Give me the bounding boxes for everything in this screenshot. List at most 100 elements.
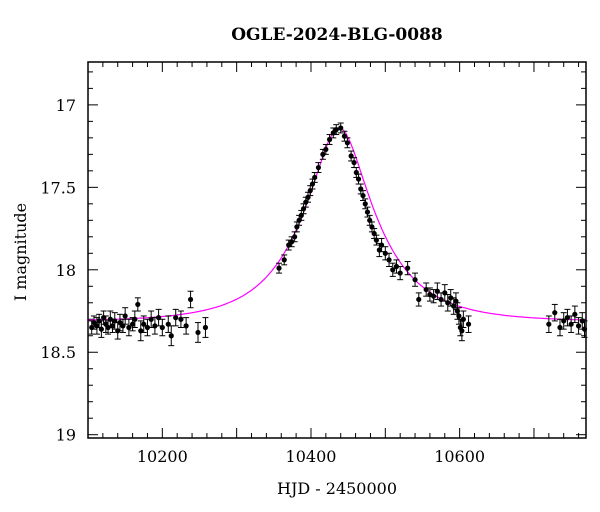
point-marker: [393, 263, 400, 270]
data-point: [333, 124, 340, 136]
point-marker: [178, 316, 184, 322]
data-point: [168, 325, 175, 347]
data-point: [415, 292, 422, 307]
point-marker: [91, 319, 97, 326]
point-marker: [456, 313, 462, 319]
point-marker: [445, 300, 451, 306]
point-marker: [355, 176, 362, 182]
point-marker: [344, 140, 351, 146]
x-axis-label: HJD - 2450000: [277, 479, 397, 498]
point-marker: [135, 301, 141, 308]
point-marker: [351, 159, 357, 166]
data-point: [140, 315, 147, 333]
point-marker: [122, 313, 128, 319]
point-marker: [183, 323, 189, 329]
x-tick-label: 10600: [434, 447, 485, 466]
data-point: [276, 262, 283, 274]
point-marker: [405, 265, 411, 271]
point-marker: [459, 328, 465, 334]
data-point: [309, 178, 316, 190]
data-point: [386, 252, 393, 267]
point-marker: [315, 164, 322, 171]
data-point: [183, 317, 190, 335]
point-marker: [546, 321, 552, 327]
y-tick-label: 18: [56, 261, 76, 280]
point-marker: [144, 324, 151, 331]
tick-labels: 10200 10400 10600 17 17.5 18 18.5 19: [40, 96, 485, 466]
data-point: [315, 162, 322, 173]
point-marker: [195, 329, 201, 336]
point-marker: [373, 237, 379, 243]
data-point: [423, 282, 430, 297]
point-marker: [390, 267, 396, 273]
data-point: [571, 305, 578, 324]
plot-area: 10200 10400 10600 17 17.5 18 18.5 19: [40, 61, 588, 466]
data-point: [177, 310, 184, 329]
data-point: [412, 272, 419, 287]
data-point: [551, 303, 558, 322]
point-marker: [281, 257, 287, 263]
data-point: [155, 308, 162, 327]
plot-frame: [87, 61, 587, 439]
data-point: [134, 297, 141, 312]
point-marker: [159, 324, 165, 331]
data-point: [151, 317, 158, 335]
x-tick-label: 10400: [286, 447, 337, 466]
data-point: [344, 137, 351, 149]
data-point: [125, 318, 132, 337]
data-point: [575, 317, 582, 335]
data-point: [202, 317, 209, 338]
point-marker: [575, 323, 582, 329]
point-marker: [333, 127, 339, 133]
point-marker: [561, 318, 567, 324]
point-marker: [168, 333, 174, 339]
chart-title: OGLE-2024-BLG-0088: [231, 25, 443, 45]
y-axis-label: I magnitude: [11, 203, 30, 301]
point-marker: [397, 270, 403, 276]
point-marker: [572, 311, 578, 317]
data-point: [397, 265, 404, 281]
data-points: [88, 122, 588, 347]
point-marker: [292, 234, 298, 240]
data-point: [322, 143, 329, 155]
point-marker: [141, 321, 147, 327]
data-point: [187, 290, 194, 309]
data-point: [159, 318, 166, 337]
point-marker: [382, 250, 388, 256]
data-point: [455, 307, 462, 325]
point-marker: [412, 277, 418, 283]
data-point: [460, 310, 467, 329]
point-marker: [109, 323, 116, 329]
point-marker: [132, 316, 138, 322]
data-point: [404, 261, 411, 276]
point-marker: [152, 323, 158, 329]
data-point: [389, 262, 396, 277]
data-point: [165, 315, 172, 333]
point-marker: [364, 209, 371, 215]
point-marker: [98, 326, 104, 332]
data-point: [348, 150, 355, 162]
data-point: [144, 318, 151, 337]
point-marker: [431, 293, 437, 299]
model-curve: [87, 127, 587, 321]
point-marker: [465, 321, 472, 327]
point-marker: [187, 296, 194, 303]
data-point: [111, 312, 118, 330]
data-point: [465, 315, 472, 333]
data-point: [172, 308, 179, 327]
data-point: [337, 122, 344, 134]
data-point: [116, 313, 123, 332]
point-marker: [416, 296, 422, 303]
y-tick-label: 18.5: [40, 343, 76, 362]
point-marker: [323, 146, 329, 153]
point-marker: [117, 319, 123, 326]
point-marker: [202, 324, 209, 331]
data-point: [560, 312, 567, 330]
point-marker: [460, 316, 466, 322]
point-marker: [312, 174, 318, 181]
point-marker: [338, 125, 344, 131]
y-tick-label: 17.5: [40, 178, 76, 197]
point-marker: [552, 310, 558, 316]
y-tick-label: 19: [56, 426, 76, 445]
